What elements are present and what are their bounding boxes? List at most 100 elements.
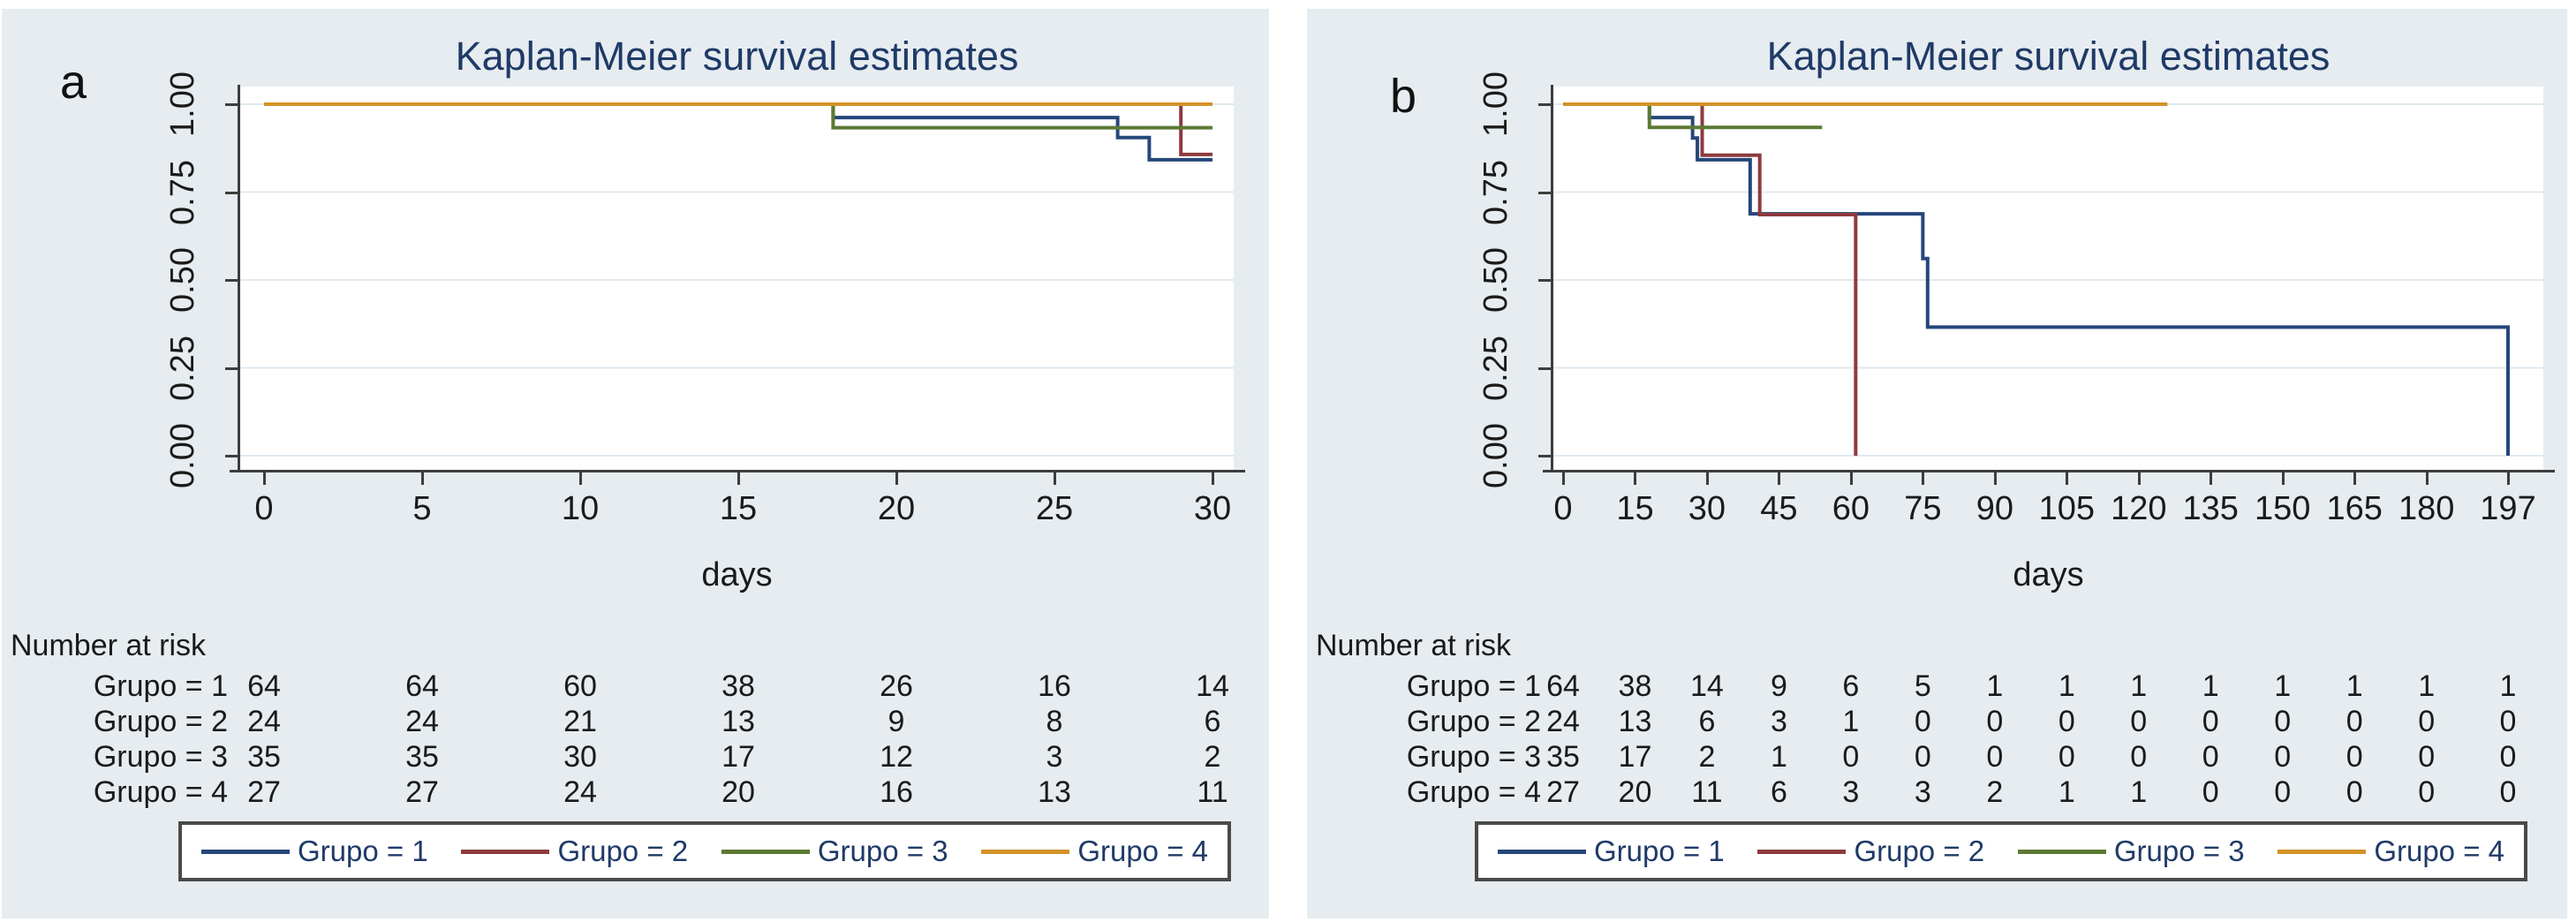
x-axis-tick: [1993, 472, 1997, 485]
risk-row: Grupo = 1 64 64 60 38 26 16 14: [2, 669, 1269, 705]
x-axis-label: 25: [1035, 490, 1074, 527]
risk-count: 6: [1204, 705, 1221, 738]
risk-count: 13: [721, 705, 755, 738]
y-axis-tick: [1538, 279, 1552, 282]
legend-label: Grupo = 3: [2113, 835, 2245, 867]
y-axis-line: [1551, 85, 1553, 472]
risk-count: 11: [1691, 775, 1723, 809]
legend-line-sample: [2278, 849, 2367, 854]
risk-count: 1: [2130, 669, 2148, 703]
x-axis-label: 150: [2255, 490, 2311, 527]
legend-box: Grupo = 1 Grupo = 2 Grupo = 3 Grupo = 4: [1475, 821, 2527, 881]
risk-count: 0: [2130, 705, 2148, 738]
risk-count: 13: [1038, 775, 1071, 809]
risk-count: 0: [2202, 740, 2219, 774]
legend-item: Grupo = 1: [201, 835, 428, 868]
x-axis-tick: [2425, 472, 2429, 485]
panel-letter-a: a: [60, 56, 87, 109]
x-axis-label: 120: [2111, 490, 2167, 527]
risk-count: 0: [1986, 705, 2004, 738]
number-at-risk-table: Grupo = 1 64 38 14 9 6 5 1 1 1 1 1 1 1 1 Grupo = 2 24 13 6…: [1307, 9, 2567, 918]
legend-item: Grupo = 2: [1757, 835, 1984, 868]
risk-count: 14: [1690, 669, 1724, 703]
risk-count: 1: [2418, 669, 2436, 703]
risk-count: 0: [2346, 775, 2363, 809]
risk-count: 0: [2499, 740, 2517, 774]
legend-item: Grupo = 3: [721, 835, 948, 868]
risk-count: 1: [2202, 669, 2219, 703]
risk-count: 2: [1204, 740, 1221, 774]
x-axis-label: 0: [254, 490, 274, 527]
risk-count: 0: [2499, 775, 2517, 809]
risk-count: 9: [1770, 669, 1787, 703]
risk-row-label: Grupo = 3: [93, 740, 228, 774]
x-axis-label: 20: [877, 490, 916, 527]
risk-count: 24: [563, 775, 597, 809]
risk-count: 17: [721, 740, 755, 774]
risk-count: 60: [563, 669, 597, 703]
risk-count: 0: [2499, 705, 2517, 738]
risk-count: 24: [1546, 705, 1580, 738]
risk-count: 35: [1546, 740, 1580, 774]
risk-count: 6: [1842, 669, 1860, 703]
risk-count: 0: [2418, 740, 2436, 774]
risk-row: Grupo = 2 24 13 6 3 1 0 0 0 0 0 0 0 0 0: [1307, 705, 2567, 740]
risk-count: 2: [1986, 775, 2004, 809]
risk-count: 27: [1546, 775, 1580, 809]
x-axis-tick: [895, 472, 898, 485]
risk-count: 30: [563, 740, 597, 774]
risk-count: 1: [2499, 669, 2517, 703]
risk-count: 0: [1986, 740, 2004, 774]
x-axis-title: days: [701, 556, 773, 593]
risk-row: Grupo = 4 27 27 24 20 16 13 11: [2, 775, 1269, 811]
risk-count: 8: [1046, 705, 1063, 738]
legend-label: Grupo = 4: [2374, 835, 2504, 867]
number-at-risk-table: Grupo = 1 64 64 60 38 26 16 14 Grupo = 2 24 24 21 13…: [2, 9, 1269, 918]
risk-count: 9: [888, 705, 905, 738]
legend-item: Grupo = 2: [461, 835, 688, 868]
risk-count: 0: [1914, 705, 1931, 738]
y-axis-tick: [1538, 191, 1552, 194]
x-axis-label: 180: [2398, 490, 2455, 527]
legend-line-sample: [721, 849, 810, 854]
km-curve: [1563, 102, 2510, 456]
y-axis-tick: [1538, 455, 1552, 457]
x-axis-label: 197: [2480, 490, 2536, 527]
y-axis-tick: [225, 367, 239, 370]
risk-count: 20: [1618, 775, 1652, 809]
x-axis-label: 15: [719, 490, 758, 527]
x-axis-tick: [1705, 472, 1709, 485]
x-axis-label: 5: [412, 490, 432, 527]
x-axis-tick: [2281, 472, 2285, 485]
risk-count: 35: [405, 740, 439, 774]
risk-count: 0: [1914, 740, 1931, 774]
x-axis-label: 75: [1904, 490, 1942, 527]
x-axis-tick: [1634, 472, 1637, 485]
risk-count: 1: [1842, 705, 1860, 738]
x-axis-tick: [2066, 472, 2069, 485]
y-axis-tick: [225, 279, 239, 282]
risk-count: 1: [2058, 775, 2075, 809]
x-axis-tick: [579, 472, 582, 485]
risk-count: 3: [1770, 705, 1787, 738]
risk-count: 17: [1618, 740, 1652, 774]
risk-row-label: Grupo = 1: [1406, 669, 1541, 703]
risk-count: 0: [2058, 740, 2075, 774]
risk-row-label: Grupo = 1: [93, 669, 228, 703]
risk-count: 1: [1986, 669, 2004, 703]
x-axis-tick: [2137, 472, 2141, 485]
x-axis-tick: [1849, 472, 1853, 485]
risk-row-label: Grupo = 2: [93, 705, 228, 738]
risk-count: 6: [1770, 775, 1787, 809]
x-axis-label: 135: [2182, 490, 2239, 527]
x-axis-tick: [737, 472, 740, 485]
risk-count: 38: [1618, 669, 1652, 703]
risk-row-label: Grupo = 4: [1406, 775, 1541, 809]
x-axis-tick: [1212, 472, 1214, 485]
number-at-risk-header: Number at risk: [11, 629, 207, 662]
risk-row: Grupo = 3 35 17 2 1 0 0 0 0 0 0 0 0 0 0: [1307, 740, 2567, 775]
risk-row: Grupo = 2 24 24 21 13 9 8 6: [2, 705, 1269, 740]
plot-area: [240, 87, 1234, 470]
x-axis-label: 45: [1760, 490, 1798, 527]
risk-count: 11: [1197, 775, 1228, 809]
